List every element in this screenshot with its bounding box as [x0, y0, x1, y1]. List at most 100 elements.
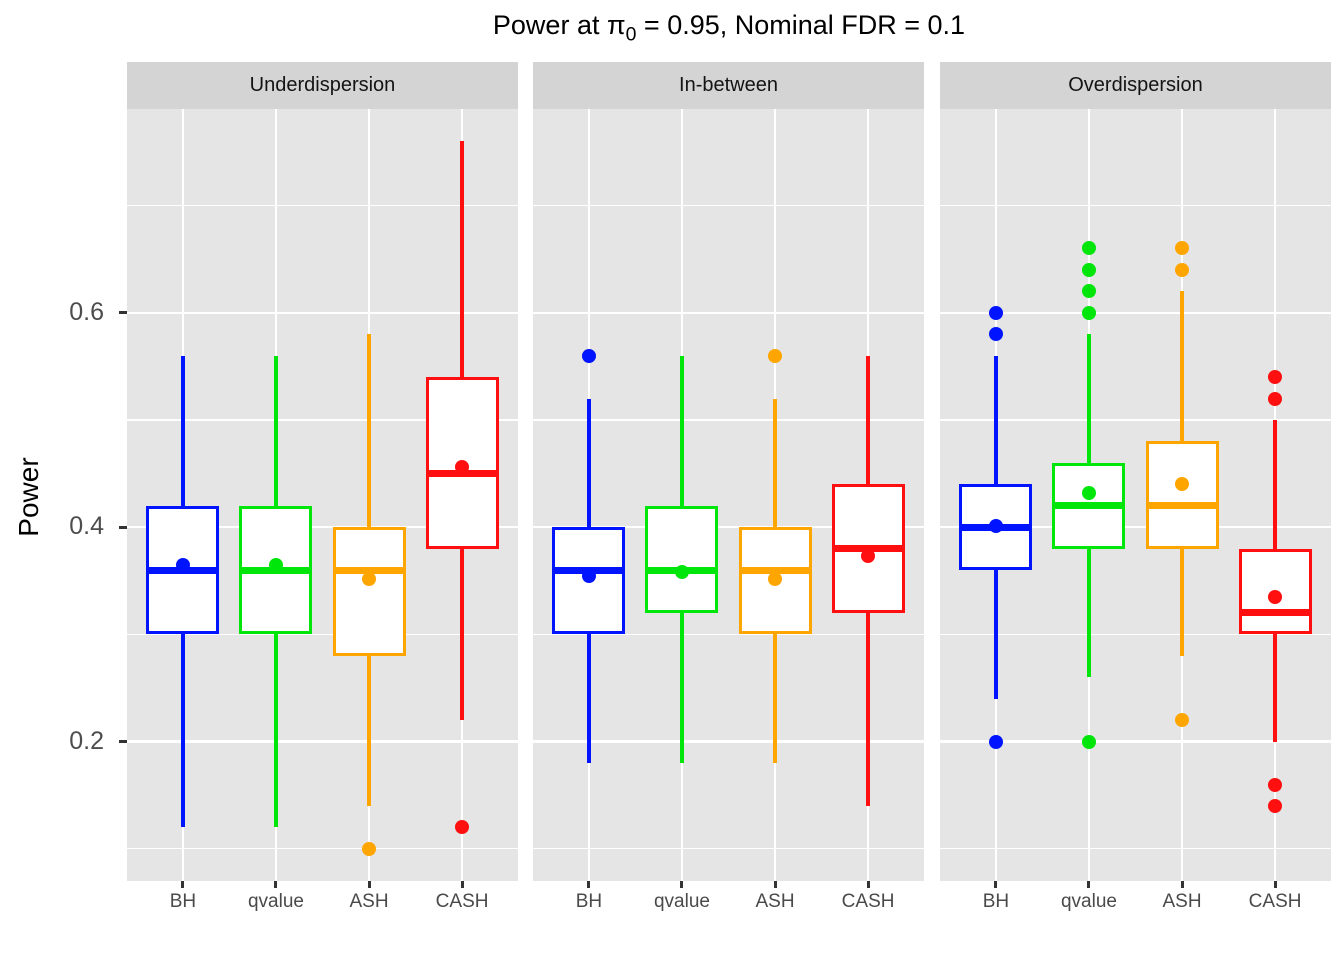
x-tick-label: BH [982, 891, 1010, 912]
x-tick-mark [1087, 881, 1091, 888]
gridline-major-horizontal [127, 740, 518, 743]
gridline-minor-horizontal [533, 848, 924, 850]
whisker-lower [1180, 548, 1185, 656]
gridline-minor-horizontal [533, 633, 924, 635]
median-line [1052, 502, 1126, 510]
whisker-upper [866, 355, 871, 485]
median-line [1145, 502, 1219, 510]
median-line [738, 566, 812, 574]
whisker-upper [460, 141, 465, 378]
outlier-dot [1175, 713, 1190, 728]
outlier-dot [1175, 241, 1190, 256]
x-tick-label: CASH [435, 891, 489, 912]
gridline-major-horizontal [533, 525, 924, 529]
whisker-lower [679, 612, 684, 764]
gridline-minor-horizontal [940, 419, 1331, 421]
whisker-lower [273, 634, 278, 828]
title-prefix: Power at [492, 10, 607, 40]
outlier-dot [362, 841, 377, 856]
whisker-lower [586, 634, 591, 764]
whisker-upper [273, 355, 278, 506]
outlier-dot [988, 734, 1003, 749]
x-tick-label: ASH [755, 891, 795, 912]
x-tick-mark [680, 881, 684, 888]
gridline-minor-horizontal [533, 419, 924, 421]
outlier-dot [581, 348, 596, 363]
outlier-dot [1268, 798, 1283, 813]
whisker-upper [1273, 419, 1278, 549]
mean-dot [861, 549, 876, 564]
outlier-dot [768, 348, 783, 363]
gridline-minor-horizontal [533, 204, 924, 207]
gridline-major-horizontal [940, 740, 1331, 743]
outlier-dot [1081, 241, 1096, 256]
box-qvalue [645, 505, 719, 613]
median-line [959, 523, 1033, 531]
x-tick-mark [1180, 881, 1184, 888]
chart-title: Power at π0 = 0.95, Nominal FDR = 0.1 [127, 10, 1331, 46]
whisker-lower [180, 634, 185, 828]
x-tick-label: BH [575, 891, 603, 912]
gridline-minor-horizontal [127, 848, 518, 850]
whisker-upper [1180, 291, 1185, 442]
mean-dot [768, 571, 783, 586]
whisker-lower [1086, 548, 1091, 678]
x-tick-label: CASH [841, 891, 895, 912]
facet-strip: In-between [533, 62, 924, 109]
x-tick-label: qvalue [653, 891, 710, 912]
outlier-dot [1175, 262, 1190, 277]
x-tick-label: qvalue [1060, 891, 1117, 912]
outlier-dot [1081, 262, 1096, 277]
x-tick-label: ASH [349, 891, 389, 912]
outlier-dot [988, 327, 1003, 342]
x-tick-mark [367, 881, 371, 888]
y-tick-mark [119, 525, 127, 529]
median-line [146, 566, 220, 574]
median-line [1238, 609, 1312, 617]
x-tick-mark [773, 881, 777, 888]
outlier-dot [1081, 284, 1096, 299]
y-axis-label: Power [13, 457, 44, 537]
outlier-dot [1081, 734, 1096, 749]
gridline-major-horizontal [127, 311, 518, 314]
y-tick-label: 0.2 [69, 726, 104, 755]
x-tick-mark [994, 881, 998, 888]
outlier-dot [1268, 391, 1283, 406]
gridline-minor-horizontal [940, 633, 1331, 635]
y-tick-mark [119, 740, 127, 744]
gridline-major-horizontal [940, 311, 1331, 314]
outlier-dot [1268, 370, 1283, 385]
whisker-lower [1273, 634, 1278, 742]
mean-dot [1081, 485, 1096, 500]
gridline-minor-horizontal [127, 633, 518, 635]
whisker-upper [1086, 334, 1091, 463]
gridline-major-horizontal [127, 525, 518, 529]
mean-dot [1268, 589, 1283, 604]
outlier-dot [1268, 777, 1283, 792]
whisker-lower [460, 548, 465, 721]
x-tick-mark [866, 881, 870, 888]
whisker-upper [773, 398, 778, 528]
gridline-major-horizontal [940, 525, 1331, 529]
box-ASH [332, 527, 406, 656]
gridline-major-horizontal [533, 740, 924, 743]
gridline-minor-horizontal [940, 204, 1331, 207]
median-line [332, 566, 406, 574]
x-tick-label: qvalue [247, 891, 304, 912]
x-tick-mark [181, 881, 185, 888]
whisker-upper [180, 355, 185, 506]
whisker-lower [773, 634, 778, 764]
x-tick-mark [460, 881, 464, 888]
title-suffix: = 0.95, Nominal FDR = 0.1 [636, 10, 966, 40]
y-tick-label: 0.6 [69, 297, 104, 326]
mean-dot [1175, 477, 1190, 492]
gridline-major-horizontal [533, 311, 924, 314]
facet-strip: Underdispersion [127, 62, 518, 109]
median-line [831, 545, 905, 553]
box-ASH [1145, 441, 1219, 549]
whisker-upper [367, 334, 372, 528]
x-tick-mark [587, 881, 591, 888]
x-tick-label: CASH [1248, 891, 1302, 912]
title-pi-subscript: 0 [625, 23, 637, 46]
gridline-minor-horizontal [940, 848, 1331, 850]
